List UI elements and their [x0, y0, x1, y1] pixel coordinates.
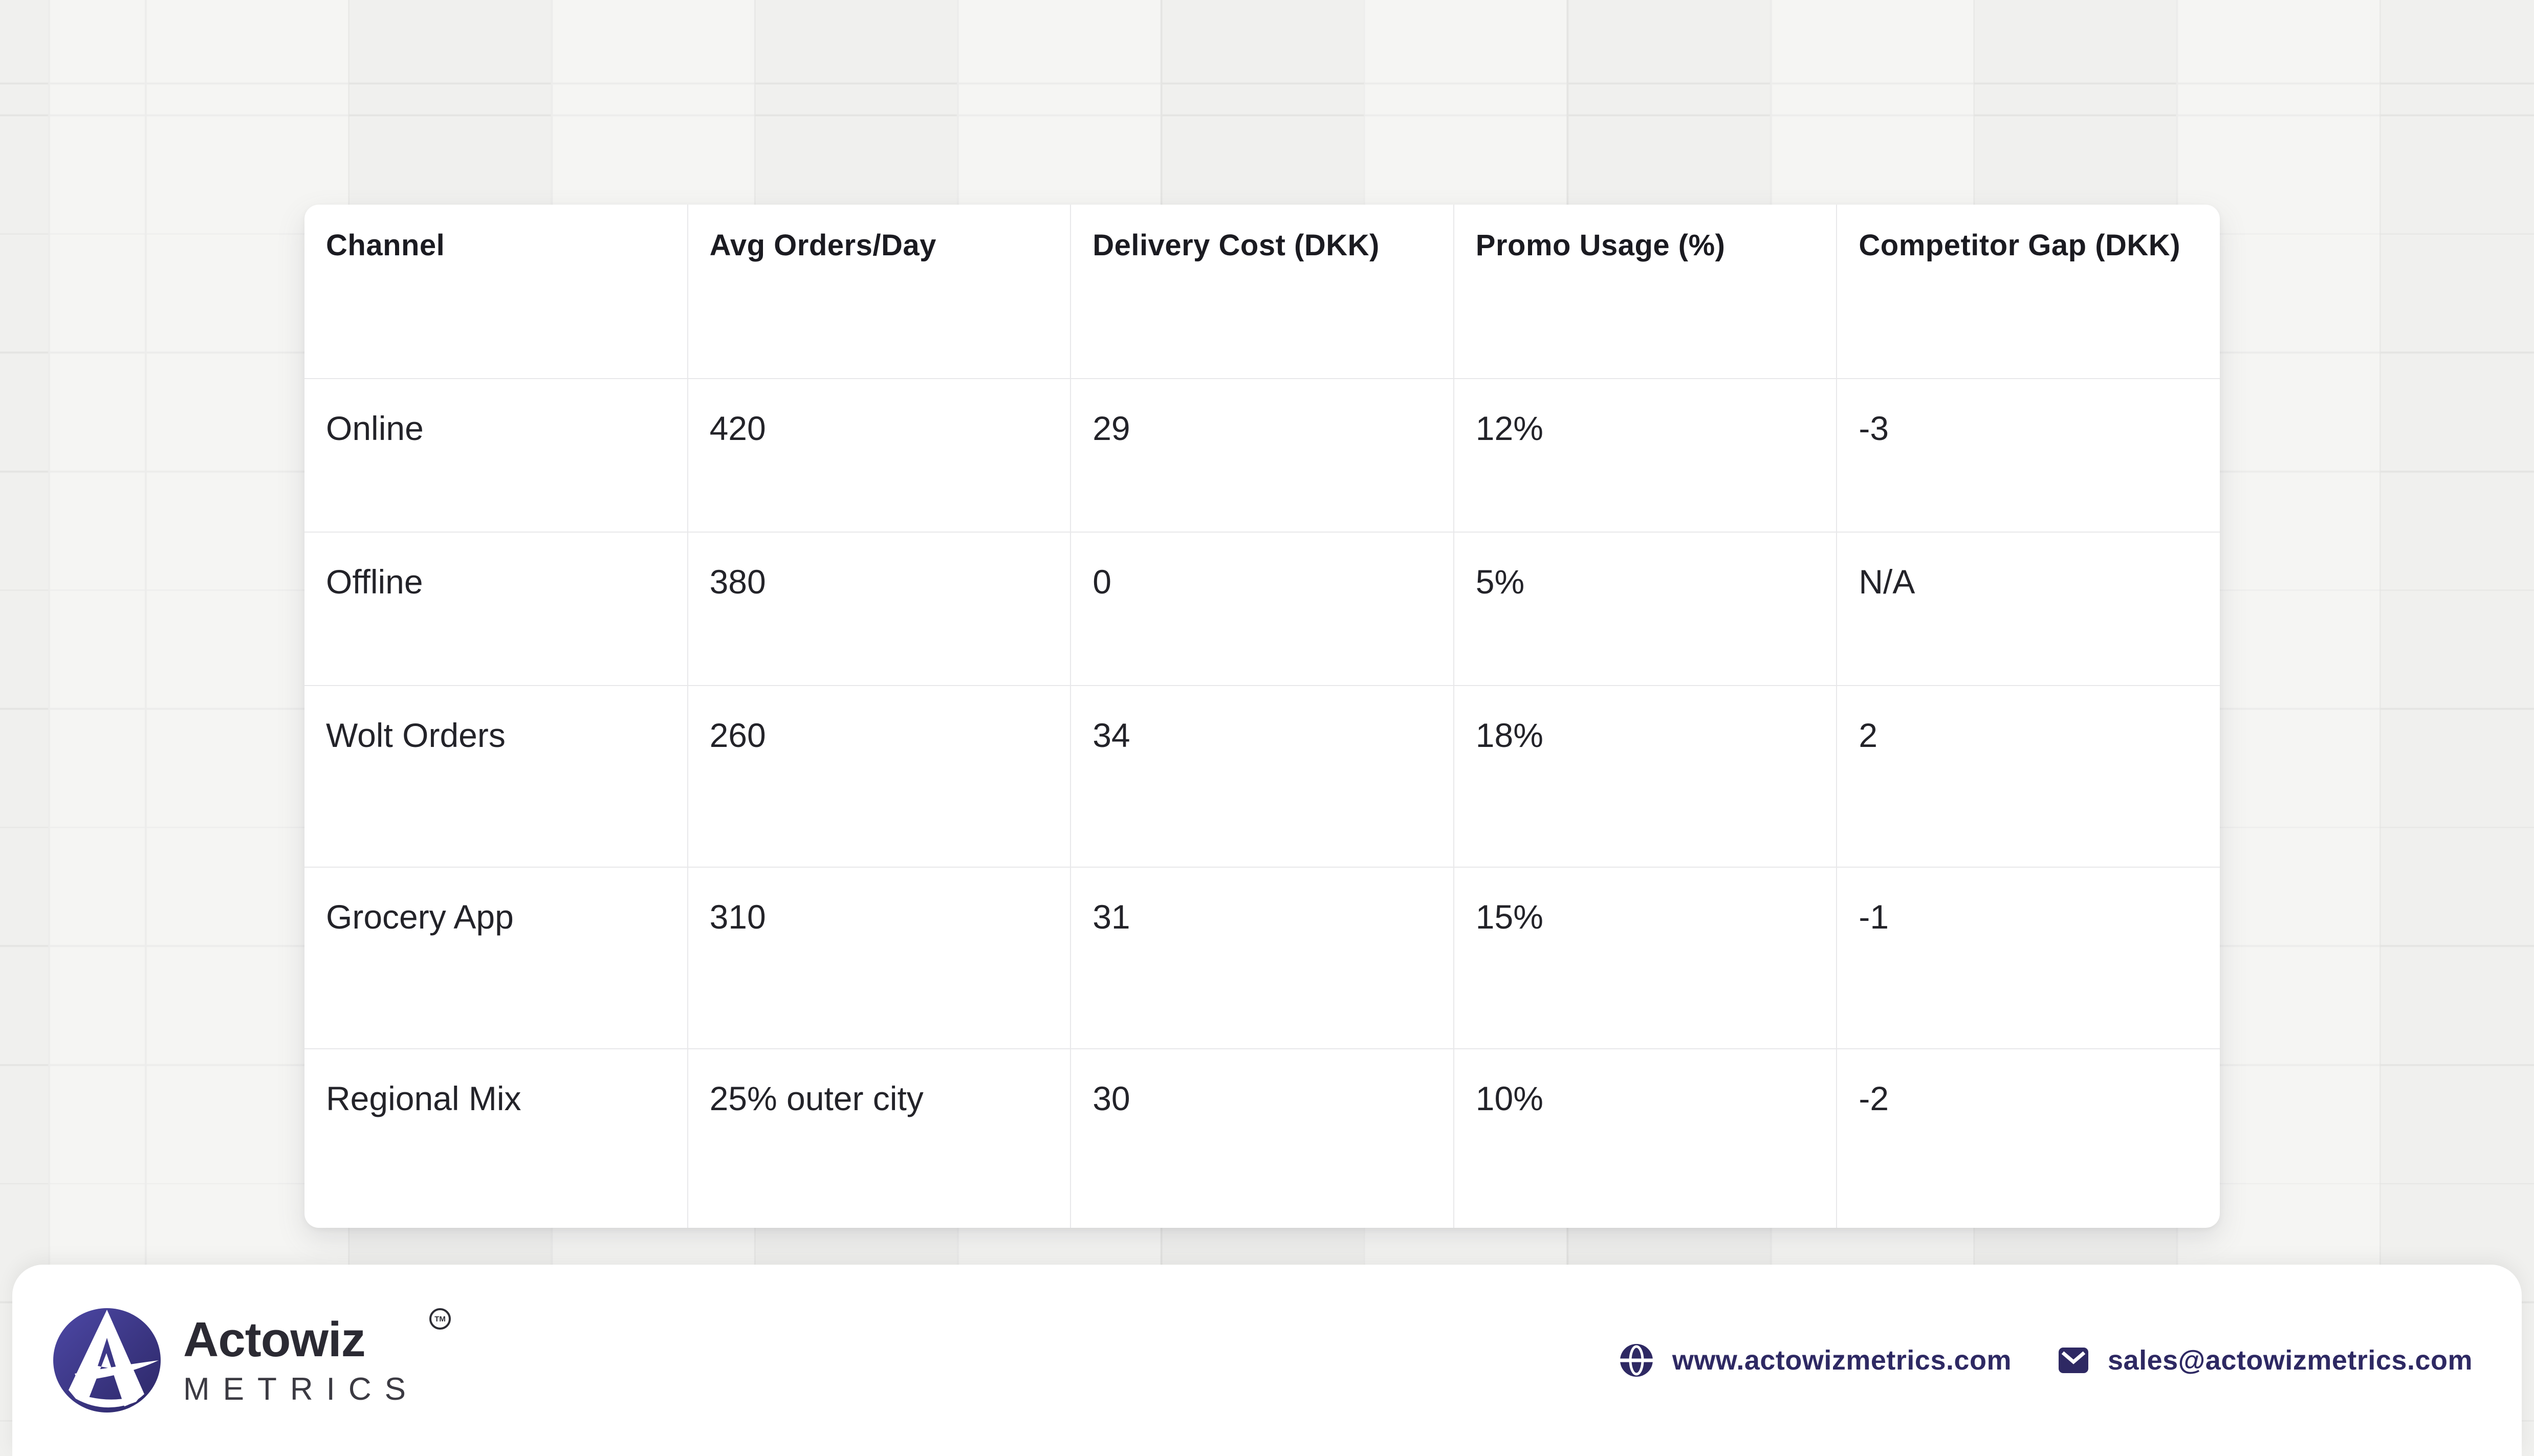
table-cell: 29: [1070, 378, 1454, 532]
table-cell: -2: [1836, 1048, 2220, 1228]
table-cell: Offline: [304, 532, 688, 686]
website-link[interactable]: www.actowizmetrics.com: [1620, 1344, 2012, 1377]
mail-icon: [2059, 1348, 2089, 1373]
table-cell: 34: [1070, 685, 1454, 867]
table-cell: N/A: [1836, 532, 2220, 686]
email-link[interactable]: sales@actowizmetrics.com: [2059, 1344, 2473, 1376]
table-cell: 2: [1836, 685, 2220, 867]
table-header: Channel Avg Orders/Day Delivery Cost (DKK)…: [304, 205, 2220, 379]
table-cell: 15%: [1453, 867, 1837, 1049]
actowiz-a-logo-icon: [53, 1308, 161, 1413]
column-header: Channel: [326, 229, 445, 262]
table-row: Grocery App 310 31 15% -1: [304, 867, 2220, 1049]
table-cell: Regional Mix: [304, 1048, 688, 1228]
channel-metrics-table: Channel Avg Orders/Day Delivery Cost (DKK)…: [304, 205, 2220, 1228]
table-cell: 18%: [1453, 685, 1837, 867]
email-address[interactable]: sales@actowizmetrics.com: [2108, 1345, 2473, 1376]
table-cell: 5%: [1453, 532, 1837, 686]
table-cell: 10%: [1453, 1048, 1837, 1228]
trademark-badge: TM: [429, 1308, 451, 1330]
table-cell: 12%: [1453, 378, 1837, 532]
brand-name: Actowiz: [183, 1312, 366, 1367]
contact-links: www.actowizmetrics.com sales@actowizmetr…: [1620, 1344, 2473, 1377]
table-cell: 420: [687, 378, 1071, 532]
table-cell: 310: [687, 867, 1071, 1049]
column-header: Promo Usage (%): [1453, 205, 1837, 379]
table-cell: 0: [1070, 532, 1454, 686]
table-cell: -3: [1836, 378, 2220, 532]
table-cell: Online: [304, 378, 688, 532]
column-header: Avg Orders/Day: [687, 205, 1071, 379]
footer-bar: Actowiz TM METRICS www.actowizmetrics.co…: [12, 1265, 2522, 1456]
table-cell: 30: [1070, 1048, 1454, 1228]
table-cell: 31: [1070, 867, 1454, 1049]
table-body: Online 420 29 12% -3 Offline 380 0 5% N/A Wolt Ord…: [304, 378, 2220, 1228]
table-row: Regional Mix 25% outer city 30 10% -2: [304, 1048, 2220, 1228]
website-url[interactable]: www.actowizmetrics.com: [1672, 1345, 2012, 1376]
brand-text-block: Actowiz TM METRICS: [183, 1308, 455, 1407]
globe-icon: [1620, 1344, 1653, 1377]
brand-block: Actowiz TM METRICS: [53, 1308, 455, 1413]
channel-metrics-card: Channel Avg Orders/Day Delivery Cost (DKK)…: [304, 205, 2220, 1228]
table-row: Wolt Orders 260 34 18% 2: [304, 685, 2220, 867]
table-cell: Grocery App: [304, 867, 688, 1049]
table-cell: Wolt Orders: [304, 685, 688, 867]
table-header-row: Channel Avg Orders/Day Delivery Cost (DKK)…: [304, 205, 2220, 379]
table-row: Offline 380 0 5% N/A: [304, 532, 2220, 686]
table-cell: 25% outer city: [687, 1048, 1071, 1228]
table-row: Online 420 29 12% -3: [304, 378, 2220, 532]
table-cell: 260: [687, 685, 1071, 867]
column-header: Competitor Gap (DKK): [1836, 205, 2220, 379]
table-cell: 380: [687, 532, 1071, 686]
column-header: Delivery Cost (DKK): [1070, 205, 1454, 379]
brand-subtitle: METRICS: [183, 1372, 419, 1407]
table-cell: -1: [1836, 867, 2220, 1049]
